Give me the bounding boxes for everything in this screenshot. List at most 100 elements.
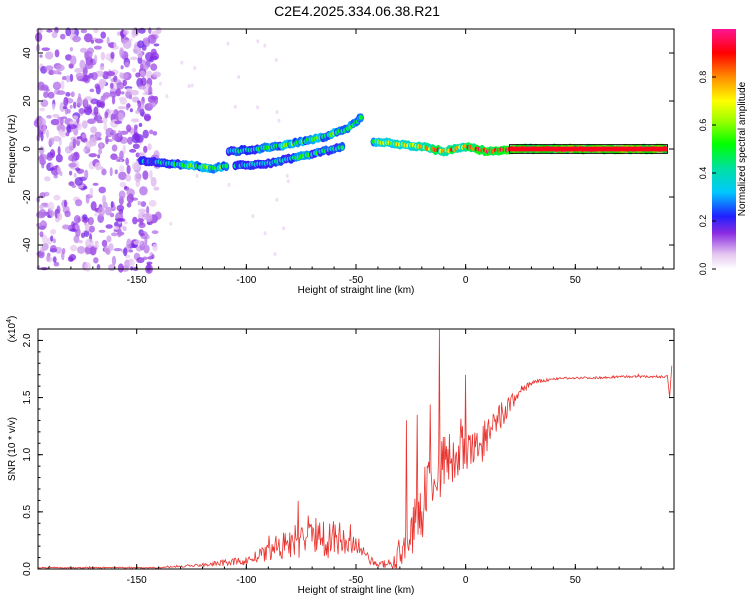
noise-blob: [101, 239, 108, 248]
colorbar: 0.0 0.2 0.4 0.6 0.8 Normalized spectral ampl…: [698, 29, 748, 275]
noise-blob: [73, 126, 79, 136]
noise-blob: [92, 99, 96, 105]
noise-blob: [61, 247, 66, 255]
noise-blob: [149, 129, 154, 135]
noise-blob: [128, 95, 133, 100]
noise-blob: [66, 108, 71, 114]
noise-blob: [52, 70, 61, 75]
noise-blob: [275, 110, 279, 115]
noise-blob: [72, 138, 77, 149]
noise-blob: [152, 243, 158, 252]
noise-blob: [131, 29, 137, 39]
noise-blob: [118, 190, 126, 200]
noise-blob: [60, 80, 65, 90]
noise-blob: [82, 148, 87, 153]
noise-blob: [96, 264, 101, 270]
noise-blob: [144, 64, 149, 71]
noise-blob: [142, 170, 149, 180]
noise-blob: [44, 65, 54, 71]
noise-blob: [65, 27, 72, 37]
snr-multiplier-label: (x104): [6, 316, 18, 343]
noise-blob: [62, 224, 70, 230]
noise-blob: [117, 31, 121, 36]
noise-blob: [85, 238, 94, 248]
noise-blob: [237, 74, 241, 79]
noise-blob: [93, 45, 102, 50]
noise-blob: [82, 214, 88, 221]
noise-blob: [122, 39, 132, 49]
noise-blob: [104, 111, 109, 119]
noise-blob: [131, 118, 139, 122]
noise-blob: [59, 116, 64, 126]
noise-blob: [138, 122, 143, 127]
noise-blob: [41, 220, 46, 226]
x-tick-label: -150: [127, 275, 147, 286]
noise-blob: [113, 226, 120, 230]
colorbar-tick-label: 0.8: [698, 71, 708, 84]
noise-blob: [46, 254, 51, 262]
noise-blob: [73, 214, 81, 224]
snr-y-axis-label: SNR (10 * v/v): [7, 417, 18, 481]
noise-blob: [117, 106, 127, 110]
noise-blob: [96, 101, 105, 108]
noise-blob: [130, 89, 139, 96]
noise-blob: [110, 91, 117, 98]
noise-blob: [165, 94, 169, 99]
spectrogram-traces: [138, 113, 668, 174]
noise-blob: [129, 56, 138, 61]
noise-blob: [98, 229, 106, 233]
noise-blob: [180, 60, 184, 65]
x-tick-label: 50: [570, 575, 582, 586]
noise-blob: [113, 42, 117, 50]
noise-blob: [129, 108, 133, 113]
noise-blob: [52, 135, 62, 142]
noise-blob: [140, 201, 147, 207]
noise-blob: [75, 167, 81, 172]
noise-blob: [37, 155, 45, 162]
noise-blob: [256, 105, 260, 110]
noise-blob: [94, 54, 98, 63]
noise-blob: [43, 91, 49, 99]
noise-blob: [118, 96, 127, 101]
noise-blob: [89, 187, 94, 197]
noise-blob: [117, 130, 122, 138]
noise-blob: [116, 204, 125, 212]
noise-blob: [106, 235, 112, 243]
y-tick-label: 40: [22, 47, 33, 59]
noise-blob: [127, 136, 133, 145]
noise-blob: [41, 162, 45, 169]
noise-blob: [46, 129, 50, 139]
noise-blob: [46, 114, 52, 119]
noise-blob: [119, 130, 129, 135]
noise-blob: [84, 246, 91, 255]
noise-blob: [135, 110, 140, 115]
noise-blob: [130, 266, 134, 271]
noise-blob: [137, 85, 146, 90]
noise-blob: [136, 174, 141, 178]
noise-blob: [84, 51, 89, 57]
noise-blob: [97, 114, 102, 124]
noise-blob: [52, 103, 56, 111]
noise-blob: [39, 54, 43, 58]
noise-blob: [137, 218, 144, 223]
noise-blob: [119, 165, 125, 172]
noise-blob: [73, 173, 77, 178]
steady-trace: [509, 146, 668, 152]
noise-blob: [55, 246, 63, 254]
noise-blob: [233, 104, 237, 109]
y-tick-label: 1.0: [22, 447, 33, 461]
y-tick-label: -20: [22, 189, 33, 204]
noise-blob: [119, 72, 124, 79]
snr-x-axis-label: Height of straight line (km): [298, 585, 415, 596]
noise-blob: [126, 164, 131, 175]
noise-blob: [48, 137, 55, 146]
noise-blob: [50, 235, 54, 242]
noise-blob: [108, 243, 114, 251]
noise-blob: [139, 63, 144, 70]
noise-blob: [94, 212, 98, 217]
noise-blob: [55, 154, 63, 163]
noise-blob: [42, 234, 48, 244]
noise-blob: [131, 67, 137, 73]
noise-blob: [74, 199, 83, 207]
noise-blob: [85, 194, 90, 204]
